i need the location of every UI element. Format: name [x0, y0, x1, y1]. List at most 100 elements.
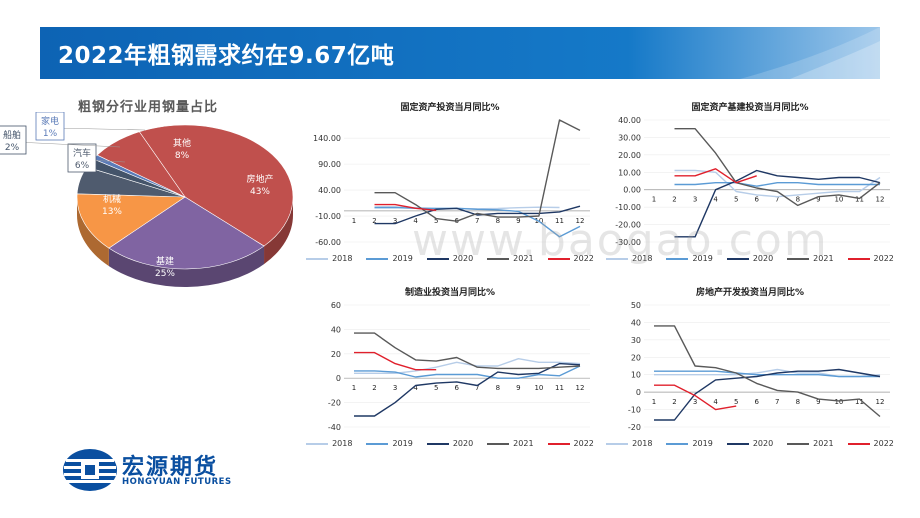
chart-title: 制造业投资当月同比% — [404, 288, 496, 298]
legend-item-2022: 2022 — [847, 254, 894, 263]
legend-swatch — [666, 442, 689, 445]
legend-item-2020: 2020 — [726, 254, 774, 263]
y-tick-label: 0.00 — [623, 186, 641, 195]
x-tick-label: 9 — [516, 217, 520, 225]
legend-swatch — [606, 442, 629, 445]
x-tick-label: 10 — [834, 398, 843, 406]
series-line-2022 — [354, 351, 437, 371]
legend-item-2021: 2021 — [487, 439, 534, 448]
series-line-2019 — [674, 182, 880, 187]
y-tick-label: -20 — [628, 423, 641, 432]
y-tick-label: 40.00 — [318, 186, 341, 195]
legend-swatch — [487, 442, 510, 445]
pie-label-value: 2% — [5, 143, 20, 153]
x-tick-label: 12 — [876, 398, 885, 406]
line-chart-plot: 40.00 30.00 20.00 10.00 0.00 -10.00 -20.00 -30.… — [615, 116, 890, 247]
logo-name-cn: 宏源期货 — [122, 455, 219, 480]
x-axis: 1 2 3 4 5 6 7 8 9 10 11 12 — [352, 384, 585, 392]
chart-fixed-asset-investment: 固定资产投资当月同比% 140.00 90.00 40.00 -10.00 -60.00… — [300, 100, 600, 270]
chart-manufacturing-investment: 制造业投资当月同比% 60 40 20 0 -20 -40 1 2 3 4 5 6 7 8 9 10 11 12 … — [300, 285, 600, 455]
y-tick-label: 20 — [631, 353, 641, 362]
pie-slice-基建 — [108, 196, 265, 270]
y-axis: 60 40 20 0 -20 -40 — [328, 301, 590, 432]
x-tick-label: 9 — [816, 398, 820, 406]
logo-name-en: HONGYUAN FUTURES — [122, 477, 232, 487]
y-tick-label: 40.00 — [618, 116, 641, 125]
legend-label: 2019 — [392, 439, 413, 448]
legend-swatch — [306, 257, 329, 260]
x-tick-label: 10 — [834, 196, 843, 204]
legend-swatch — [787, 257, 810, 260]
legend-label: 2018 — [332, 439, 353, 448]
pie-slice-机械 — [76, 193, 186, 249]
pie-label-value: 43% — [250, 187, 270, 197]
legend-label: 2022 — [873, 254, 894, 263]
y-tick-label: 20 — [331, 350, 341, 359]
pie-chart-title: 粗钢分行业用钢量占比 — [78, 100, 219, 115]
legend-label: 2018 — [332, 254, 353, 263]
x-tick-label: 5 — [434, 217, 438, 225]
watermark: www.baogao.com — [412, 215, 829, 266]
y-axis: 50 40 30 20 10 0 -10 -20 — [628, 301, 890, 432]
legend-swatch — [547, 257, 570, 260]
y-tick-label: -30.00 — [615, 238, 641, 247]
legend-item-2020: 2020 — [426, 439, 474, 448]
legend-label: 2018 — [632, 439, 653, 448]
y-tick-label: 20.00 — [618, 151, 641, 160]
x-tick-label: 1 — [652, 196, 656, 204]
x-tick-label: 10 — [534, 384, 543, 392]
series-line-2019 — [354, 365, 581, 379]
y-tick-label: 140.00 — [313, 134, 341, 143]
x-tick-label: 7 — [775, 398, 779, 406]
legend-label: 2020 — [452, 439, 474, 448]
pie-label-name: 船舶 — [3, 129, 21, 141]
legend-item-2018: 2018 — [606, 254, 652, 263]
pie-label-name: 家电 — [41, 115, 59, 127]
pie-label-name: 房地产 — [246, 173, 273, 185]
x-tick-label: 12 — [876, 196, 885, 204]
x-tick-label: 1 — [352, 217, 356, 225]
legend-label: 2020 — [752, 439, 774, 448]
y-tick-label: 30.00 — [618, 133, 641, 142]
y-tick-label: -40 — [328, 423, 341, 432]
legend-item-2020: 2020 — [426, 254, 473, 263]
pie-label-value: 25% — [155, 269, 175, 279]
legend-label: 2022 — [573, 254, 594, 263]
legend-item-2019: 2019 — [366, 254, 413, 263]
pie-label-name: 机械 — [103, 193, 121, 205]
series-line-2019 — [374, 206, 581, 238]
pie-label-name: 基建 — [156, 255, 174, 267]
y-tick-label: -10.00 — [315, 212, 341, 221]
x-tick-label: 3 — [693, 196, 697, 204]
legend-label: 2022 — [573, 439, 594, 448]
chart-legend: 2018 2019 2020 2021 2022 — [300, 439, 600, 448]
x-tick-label: 11 — [555, 217, 564, 225]
y-axis: 140.00 90.00 40.00 -10.00 -60.00 — [313, 134, 590, 247]
chart-title: 房地产开发投资当月同比% — [695, 288, 805, 298]
legend-label: 2021 — [813, 439, 834, 448]
x-tick-label: 3 — [393, 384, 397, 392]
logo-icon — [63, 449, 117, 491]
legend-item-2019: 2019 — [666, 254, 713, 263]
legend-swatch — [847, 257, 870, 260]
y-tick-label: -20.00 — [615, 221, 641, 230]
x-tick-label: 6 — [754, 398, 759, 406]
y-tick-label: 30 — [631, 336, 641, 345]
legend-label: 2020 — [752, 254, 774, 263]
title-banner: 2022年粗钢需求约在9.67亿吨 — [40, 27, 880, 79]
y-tick-label: 40 — [631, 318, 641, 327]
series-line-2021 — [374, 119, 581, 222]
x-tick-label: 2 — [372, 384, 376, 392]
x-tick-label: 4 — [713, 398, 718, 406]
x-tick-label: 9 — [816, 196, 820, 204]
y-axis: 40.00 30.00 20.00 10.00 0.00 -10.00 -20.00 -30.… — [615, 116, 890, 247]
x-tick-label: 12 — [576, 217, 585, 225]
x-tick-label: 1 — [652, 398, 656, 406]
legend-swatch — [606, 257, 629, 260]
legend-item-2019: 2019 — [366, 439, 413, 448]
legend-label: 2019 — [692, 254, 713, 263]
legend-swatch — [547, 442, 570, 445]
legend-swatch — [306, 442, 329, 445]
y-tick-label: -10 — [628, 406, 641, 415]
chart-legend: 2018 2019 2020 2021 2022 — [600, 439, 900, 448]
